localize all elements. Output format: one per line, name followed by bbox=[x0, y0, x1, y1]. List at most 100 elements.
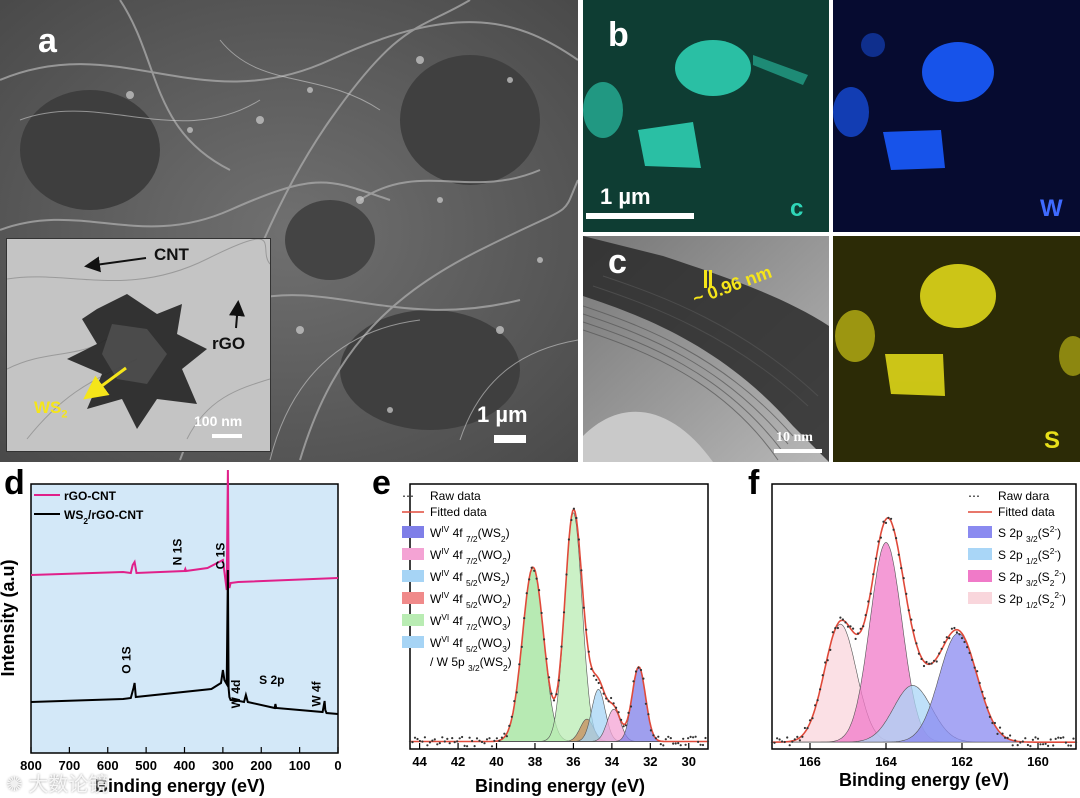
chart-f-raw-point bbox=[950, 627, 953, 630]
chart-f-raw-point bbox=[910, 618, 913, 621]
chart-f-raw-point bbox=[867, 600, 870, 603]
chart-f-raw-point bbox=[786, 736, 789, 739]
chart-f-raw-point bbox=[836, 626, 839, 630]
chart-f-raw-point bbox=[943, 641, 946, 644]
chart-e-raw-point bbox=[624, 724, 628, 727]
chart-f-raw-point bbox=[819, 688, 822, 691]
chart-e-raw-point bbox=[592, 674, 595, 677]
chart-f-raw-point bbox=[953, 626, 956, 630]
chart-e-raw-point bbox=[706, 740, 710, 743]
chart-d-xlabel: Binding energy (eV) bbox=[95, 776, 265, 796]
chart-f-raw-point bbox=[897, 553, 900, 556]
chart-f-raw-point bbox=[986, 706, 989, 709]
chart-e-raw-point bbox=[453, 741, 456, 744]
chart-e-raw-point bbox=[475, 737, 479, 740]
chart-e-raw-point bbox=[443, 740, 446, 743]
chart-f-raw-point bbox=[839, 616, 842, 619]
chart-f-raw-point bbox=[1057, 736, 1060, 739]
chart-e-raw-point bbox=[488, 737, 491, 740]
chart-e-raw-point bbox=[418, 739, 421, 743]
chart-f-legend-label-4: S 2p 3/2(S22-) bbox=[998, 568, 1066, 588]
chart-d-legend-label-1: WS2/rGO-CNT bbox=[64, 508, 144, 526]
chart-e-raw-point bbox=[575, 516, 578, 520]
chart-f-raw-point bbox=[1006, 736, 1009, 739]
watermark: ✺ 大数论镜 bbox=[6, 768, 108, 797]
chart-f-raw-point bbox=[991, 721, 994, 725]
chart-e-legend-swatch-7 bbox=[402, 636, 424, 648]
inset-ws2-label: WS2 bbox=[34, 398, 68, 420]
chart-f-raw-point bbox=[915, 642, 918, 645]
chart-e-raw-point bbox=[505, 735, 508, 738]
chart-e-raw-point bbox=[540, 611, 543, 615]
chart-e-raw-point bbox=[565, 573, 568, 576]
chart-f-raw-point bbox=[844, 621, 847, 624]
chart-f-raw-point bbox=[922, 664, 926, 668]
chart-f-raw-point bbox=[900, 567, 903, 570]
chart-e-raw-point bbox=[652, 734, 655, 737]
chart-f-raw-point bbox=[1029, 745, 1032, 748]
chart-d-annotation-2: C 1S bbox=[214, 543, 228, 570]
chart-e-raw-point bbox=[639, 668, 643, 672]
chart-f-raw-point bbox=[773, 741, 776, 744]
chart-f-raw-point bbox=[1054, 737, 1057, 740]
chart-e-raw-point bbox=[694, 735, 697, 738]
chart-e-raw-point bbox=[466, 745, 469, 748]
eds-map-w bbox=[833, 0, 1080, 232]
chart-f-raw-point bbox=[1004, 736, 1007, 739]
chart-f-raw-point bbox=[793, 738, 796, 741]
chart-e-raw-point bbox=[436, 743, 439, 746]
panel-c-scale-bar bbox=[774, 449, 822, 453]
panel-d-letter: d bbox=[4, 464, 25, 502]
chart-d-xtick-label: 400 bbox=[174, 758, 196, 773]
chart-e-raw-point bbox=[411, 741, 414, 744]
chart-f-raw-point bbox=[933, 659, 936, 662]
chart-f-xtick-label: 164 bbox=[875, 754, 897, 769]
chart-e-raw-point bbox=[538, 589, 541, 592]
chart-e-raw-point bbox=[647, 713, 650, 716]
chart-f-raw-point bbox=[791, 740, 794, 743]
chart-f-raw-point bbox=[1052, 744, 1055, 747]
chart-e-xtick-label: 40 bbox=[489, 754, 503, 769]
chart-e-raw-point bbox=[607, 700, 610, 703]
chart-e-legend-label-1: Fitted data bbox=[430, 505, 487, 519]
chart-e-raw-point bbox=[560, 645, 563, 648]
chart-e-raw-point bbox=[672, 742, 675, 745]
chart-f-raw-point bbox=[783, 740, 786, 744]
chart-e-raw-point bbox=[473, 745, 476, 748]
chart-d-series-0 bbox=[30, 469, 339, 591]
watermark-text: 大数论镜 bbox=[28, 774, 109, 796]
chart-e-raw-point bbox=[480, 740, 484, 744]
chart-f-legend-label-2: S 2p 3/2(S2-) bbox=[998, 524, 1061, 544]
chart-e-raw-point bbox=[687, 737, 690, 740]
chart-e-raw-point bbox=[495, 737, 498, 740]
chart-f-raw-point bbox=[1074, 741, 1078, 744]
chart-f-raw-point bbox=[872, 573, 875, 576]
chart-d-xtick-label: 700 bbox=[59, 758, 81, 773]
chart-e-raw-point bbox=[528, 578, 531, 581]
chart-e-raw-point bbox=[483, 742, 486, 745]
chart-e-raw-point bbox=[543, 638, 546, 641]
chart-e-raw-point bbox=[567, 538, 570, 541]
chart-e-raw-point bbox=[587, 650, 590, 653]
eds-map-c-label: c bbox=[790, 195, 804, 222]
chart-e-legend-label-3: WIV 4f 7/2(WO2) bbox=[430, 546, 511, 566]
chart-e-raw-point bbox=[689, 735, 692, 738]
chart-d-xtick-label: 300 bbox=[212, 758, 234, 773]
chart-e-raw-point bbox=[659, 743, 662, 746]
chart-f-raw-point bbox=[958, 633, 961, 636]
chart-e-raw-point bbox=[585, 628, 588, 631]
chart-f-raw-point bbox=[938, 652, 941, 655]
ws2-main: WS bbox=[34, 398, 62, 417]
panel-b-letter: b bbox=[608, 16, 629, 54]
chart-e-raw-point bbox=[545, 657, 548, 660]
chart-f-raw-point bbox=[852, 627, 855, 630]
chart-f-legend-swatch-2 bbox=[968, 526, 992, 538]
chart-e-raw-point bbox=[622, 725, 625, 728]
chart-f-raw-point bbox=[859, 627, 862, 630]
inset-cnt-label: CNT bbox=[154, 245, 189, 264]
chart-e-legend-label-2: WIV 4f 7/2(WS2) bbox=[430, 524, 510, 544]
chart-e-raw-point bbox=[533, 569, 536, 572]
chart-e-raw-point bbox=[441, 736, 444, 739]
chart-f-fitted-line bbox=[772, 517, 1076, 744]
chart-f-raw-point bbox=[1067, 744, 1070, 747]
